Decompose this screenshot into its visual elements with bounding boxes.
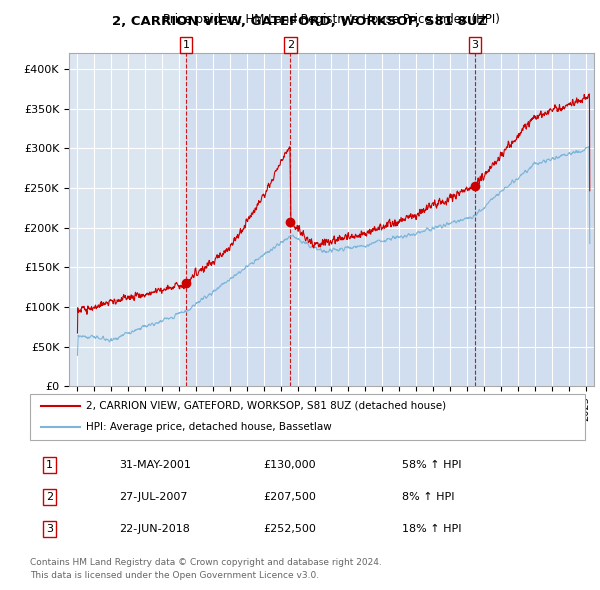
Text: £252,500: £252,500 — [263, 524, 316, 534]
Bar — [186, 53, 290, 386]
Text: £207,500: £207,500 — [263, 492, 316, 502]
Text: 2, CARRION VIEW, GATEFORD, WORKSOP, S81 8UZ: 2, CARRION VIEW, GATEFORD, WORKSOP, S81 … — [112, 15, 488, 28]
Text: 1: 1 — [182, 40, 190, 50]
Text: 22-JUN-2018: 22-JUN-2018 — [119, 524, 190, 534]
Text: HPI: Average price, detached house, Bassetlaw: HPI: Average price, detached house, Bass… — [86, 422, 331, 432]
Text: 2: 2 — [287, 40, 294, 50]
Title: Price paid vs. HM Land Registry's House Price Index (HPI): Price paid vs. HM Land Registry's House … — [163, 12, 500, 25]
Text: This data is licensed under the Open Government Licence v3.0.: This data is licensed under the Open Gov… — [30, 571, 319, 579]
Text: 27-JUL-2007: 27-JUL-2007 — [119, 492, 187, 502]
Text: 2, CARRION VIEW, GATEFORD, WORKSOP, S81 8UZ (detached house): 2, CARRION VIEW, GATEFORD, WORKSOP, S81 … — [86, 401, 446, 411]
Text: 2: 2 — [46, 492, 53, 502]
Text: 18% ↑ HPI: 18% ↑ HPI — [402, 524, 461, 534]
Text: 3: 3 — [472, 40, 478, 50]
Text: 8% ↑ HPI: 8% ↑ HPI — [402, 492, 454, 502]
Text: 31-MAY-2001: 31-MAY-2001 — [119, 460, 191, 470]
Text: £130,000: £130,000 — [263, 460, 316, 470]
Bar — [475, 53, 594, 386]
Text: 3: 3 — [46, 524, 53, 534]
Text: Contains HM Land Registry data © Crown copyright and database right 2024.: Contains HM Land Registry data © Crown c… — [30, 558, 382, 566]
Text: 58% ↑ HPI: 58% ↑ HPI — [402, 460, 461, 470]
FancyBboxPatch shape — [30, 394, 585, 440]
Text: 1: 1 — [46, 460, 53, 470]
Bar — [290, 53, 475, 386]
